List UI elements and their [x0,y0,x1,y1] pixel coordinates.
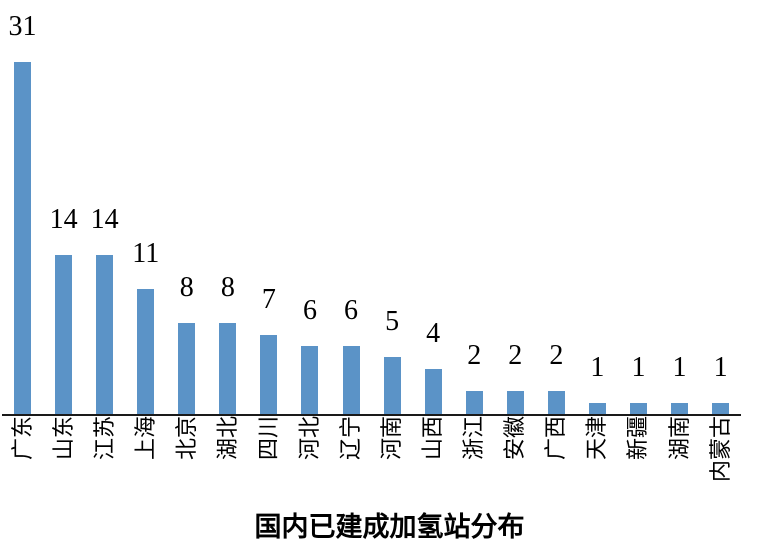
bar-column: 2 [536,0,577,414]
x-tick: 山西 [413,416,454,511]
x-tick: 湖北 [207,416,248,511]
bar [465,391,483,414]
bar-column: 14 [43,0,84,414]
bar-value-label: 2 [467,340,482,371]
x-tick: 北京 [166,416,207,511]
bar [383,357,401,414]
bar-column: 8 [166,0,207,414]
bar-column: 31 [2,0,43,414]
x-tick-label: 内蒙古 [707,416,733,483]
bar-column: 4 [413,0,454,414]
bar-column: 6 [289,0,330,414]
bar-column: 5 [372,0,413,414]
x-tick-label: 江苏 [91,416,117,461]
bar [588,403,606,414]
bar [178,323,196,414]
bar-value-label: 11 [132,238,160,269]
x-tick: 新疆 [618,416,659,511]
bar-value-label: 6 [302,295,317,326]
x-tick: 内蒙古 [700,416,741,511]
bar-value-label: 5 [385,306,400,337]
x-tick-label: 辽宁 [338,416,364,461]
bar-value-label: 1 [631,352,646,383]
bar [712,403,730,414]
x-tick: 山东 [43,416,84,511]
bar-column: 1 [700,0,741,414]
bar-value-label: 2 [549,340,564,371]
bar-value-label: 31 [8,11,37,42]
x-tick: 河北 [289,416,330,511]
bar-column: 2 [495,0,536,414]
bar [671,403,689,414]
bar-column: 1 [618,0,659,414]
x-tick-label: 安徽 [502,416,528,461]
bar-value-label: 14 [90,204,119,235]
bar-column: 1 [577,0,618,414]
x-tick: 湖南 [659,416,700,511]
chart-title: 国内已建成加氢站分布 [254,512,525,542]
bar-value-label: 8 [179,272,194,303]
bar [547,391,565,414]
bar-column: 6 [331,0,372,414]
bar-column: 8 [207,0,248,414]
x-tick-label: 河北 [296,416,322,461]
plot-area: 31 14 14 11 8 8 7 6 6 5 4 2 2 2 1 1 1 1 [2,0,741,416]
bar [506,391,524,414]
bar-value-label: 8 [220,272,235,303]
bar [14,62,32,414]
bar-value-label: 14 [49,204,78,235]
bar [301,346,319,414]
x-tick-label: 山东 [50,416,76,461]
x-tick: 四川 [248,416,289,511]
x-tick-label: 山西 [420,416,446,461]
x-tick-label: 广西 [543,416,569,461]
bar-value-label: 1 [713,352,728,383]
x-tick: 江苏 [84,416,125,511]
x-tick-label: 河南 [379,416,405,461]
x-tick-label: 浙江 [461,416,487,461]
x-tick-label: 湖北 [214,416,240,461]
bar [137,289,155,414]
x-tick: 浙江 [454,416,495,511]
x-tick-label: 上海 [132,416,158,461]
bar-column: 11 [125,0,166,414]
bar-column: 2 [454,0,495,414]
x-tick-label: 四川 [255,416,281,461]
bar-value-label: 1 [672,352,687,383]
bar [55,255,73,414]
x-tick: 河南 [372,416,413,511]
bar-value-label: 2 [508,340,523,371]
x-tick-label: 北京 [173,416,199,461]
x-tick-label: 广东 [9,416,35,461]
bar-column: 1 [659,0,700,414]
bar [629,403,647,414]
x-axis-labels: 广东 山东 江苏 上海 北京 湖北 四川 河北 辽宁 河南 山西 浙江 安徽 广西 天津 新疆 湖南 内蒙古 [2,416,741,511]
bar-value-label: 7 [261,284,276,315]
bar [219,323,237,414]
bar [96,255,114,414]
bar [424,369,442,414]
x-tick: 安徽 [495,416,536,511]
x-tick: 上海 [125,416,166,511]
x-tick: 天津 [577,416,618,511]
bar [260,335,278,414]
bar-value-label: 6 [344,295,359,326]
x-tick: 广西 [536,416,577,511]
x-tick-label: 湖南 [666,416,692,461]
bar-column: 14 [84,0,125,414]
bar-value-label: 1 [590,352,605,383]
bar-column: 7 [248,0,289,414]
bar-value-label: 4 [426,318,441,349]
x-tick-label: 天津 [584,416,610,461]
bar [342,346,360,414]
x-tick: 辽宁 [331,416,372,511]
x-tick: 广东 [2,416,43,511]
x-tick-label: 新疆 [625,416,651,461]
